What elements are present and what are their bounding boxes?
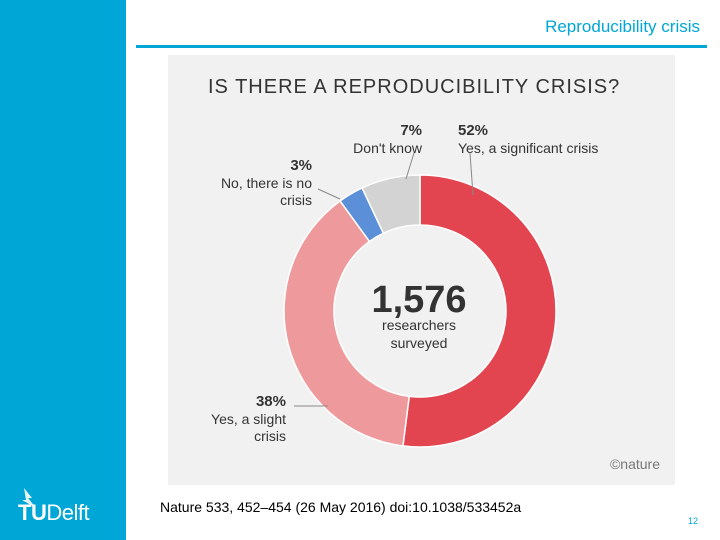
donut-slice-1 [283,199,411,447]
chart-figure: IS THERE A REPRODUCIBILITY CRISIS? 1,576… [168,55,675,485]
slice-leader-line-0 [469,152,474,196]
nature-credit: ©nature [610,456,660,472]
center-label-line1: researchers [382,317,456,333]
donut-slice-0 [402,174,557,448]
slice-name-label-0-0: Yes, a significant crisis [458,140,598,156]
slice-percent-label-3: 7% [400,122,422,139]
slice-percent-label-0: 52% [458,122,488,139]
donut-slice-3 [361,174,421,235]
slice-percent-label-1: 38% [256,393,286,410]
title-rule [136,45,707,48]
center-label-line2: surveyed [391,335,448,351]
chart-title: IS THERE A REPRODUCIBILITY CRISIS? [208,76,620,98]
slice-leader-line-3 [405,152,415,180]
slide-title: Reproducibility crisis [545,17,700,36]
logo-text-bold: TU [18,500,47,525]
slice-leader-line-2 [317,188,341,200]
slice-percent-label-2: 3% [290,157,312,174]
slice-name-label-2-0: No, there is no [221,175,312,191]
slice-name-label-1-0: Yes, a slight [211,411,286,427]
donut-chart: IS THERE A REPRODUCIBILITY CRISIS? 1,576… [208,76,660,472]
sidebar [0,0,126,540]
slice-name-label-3-0: Don't know [353,140,423,156]
page-number: 12 [688,516,699,526]
logo-text: TUDelft [18,500,90,526]
citation: Nature 533, 452–454 (26 May 2016) doi:10… [160,499,522,515]
center-value: 1,576 [371,279,466,321]
slice-name-label-1-1: crisis [254,428,286,444]
slice-name-label-2-1: crisis [280,192,312,208]
logo-text-light: Delft [46,500,90,525]
tu-delft-logo-icon [22,488,36,508]
